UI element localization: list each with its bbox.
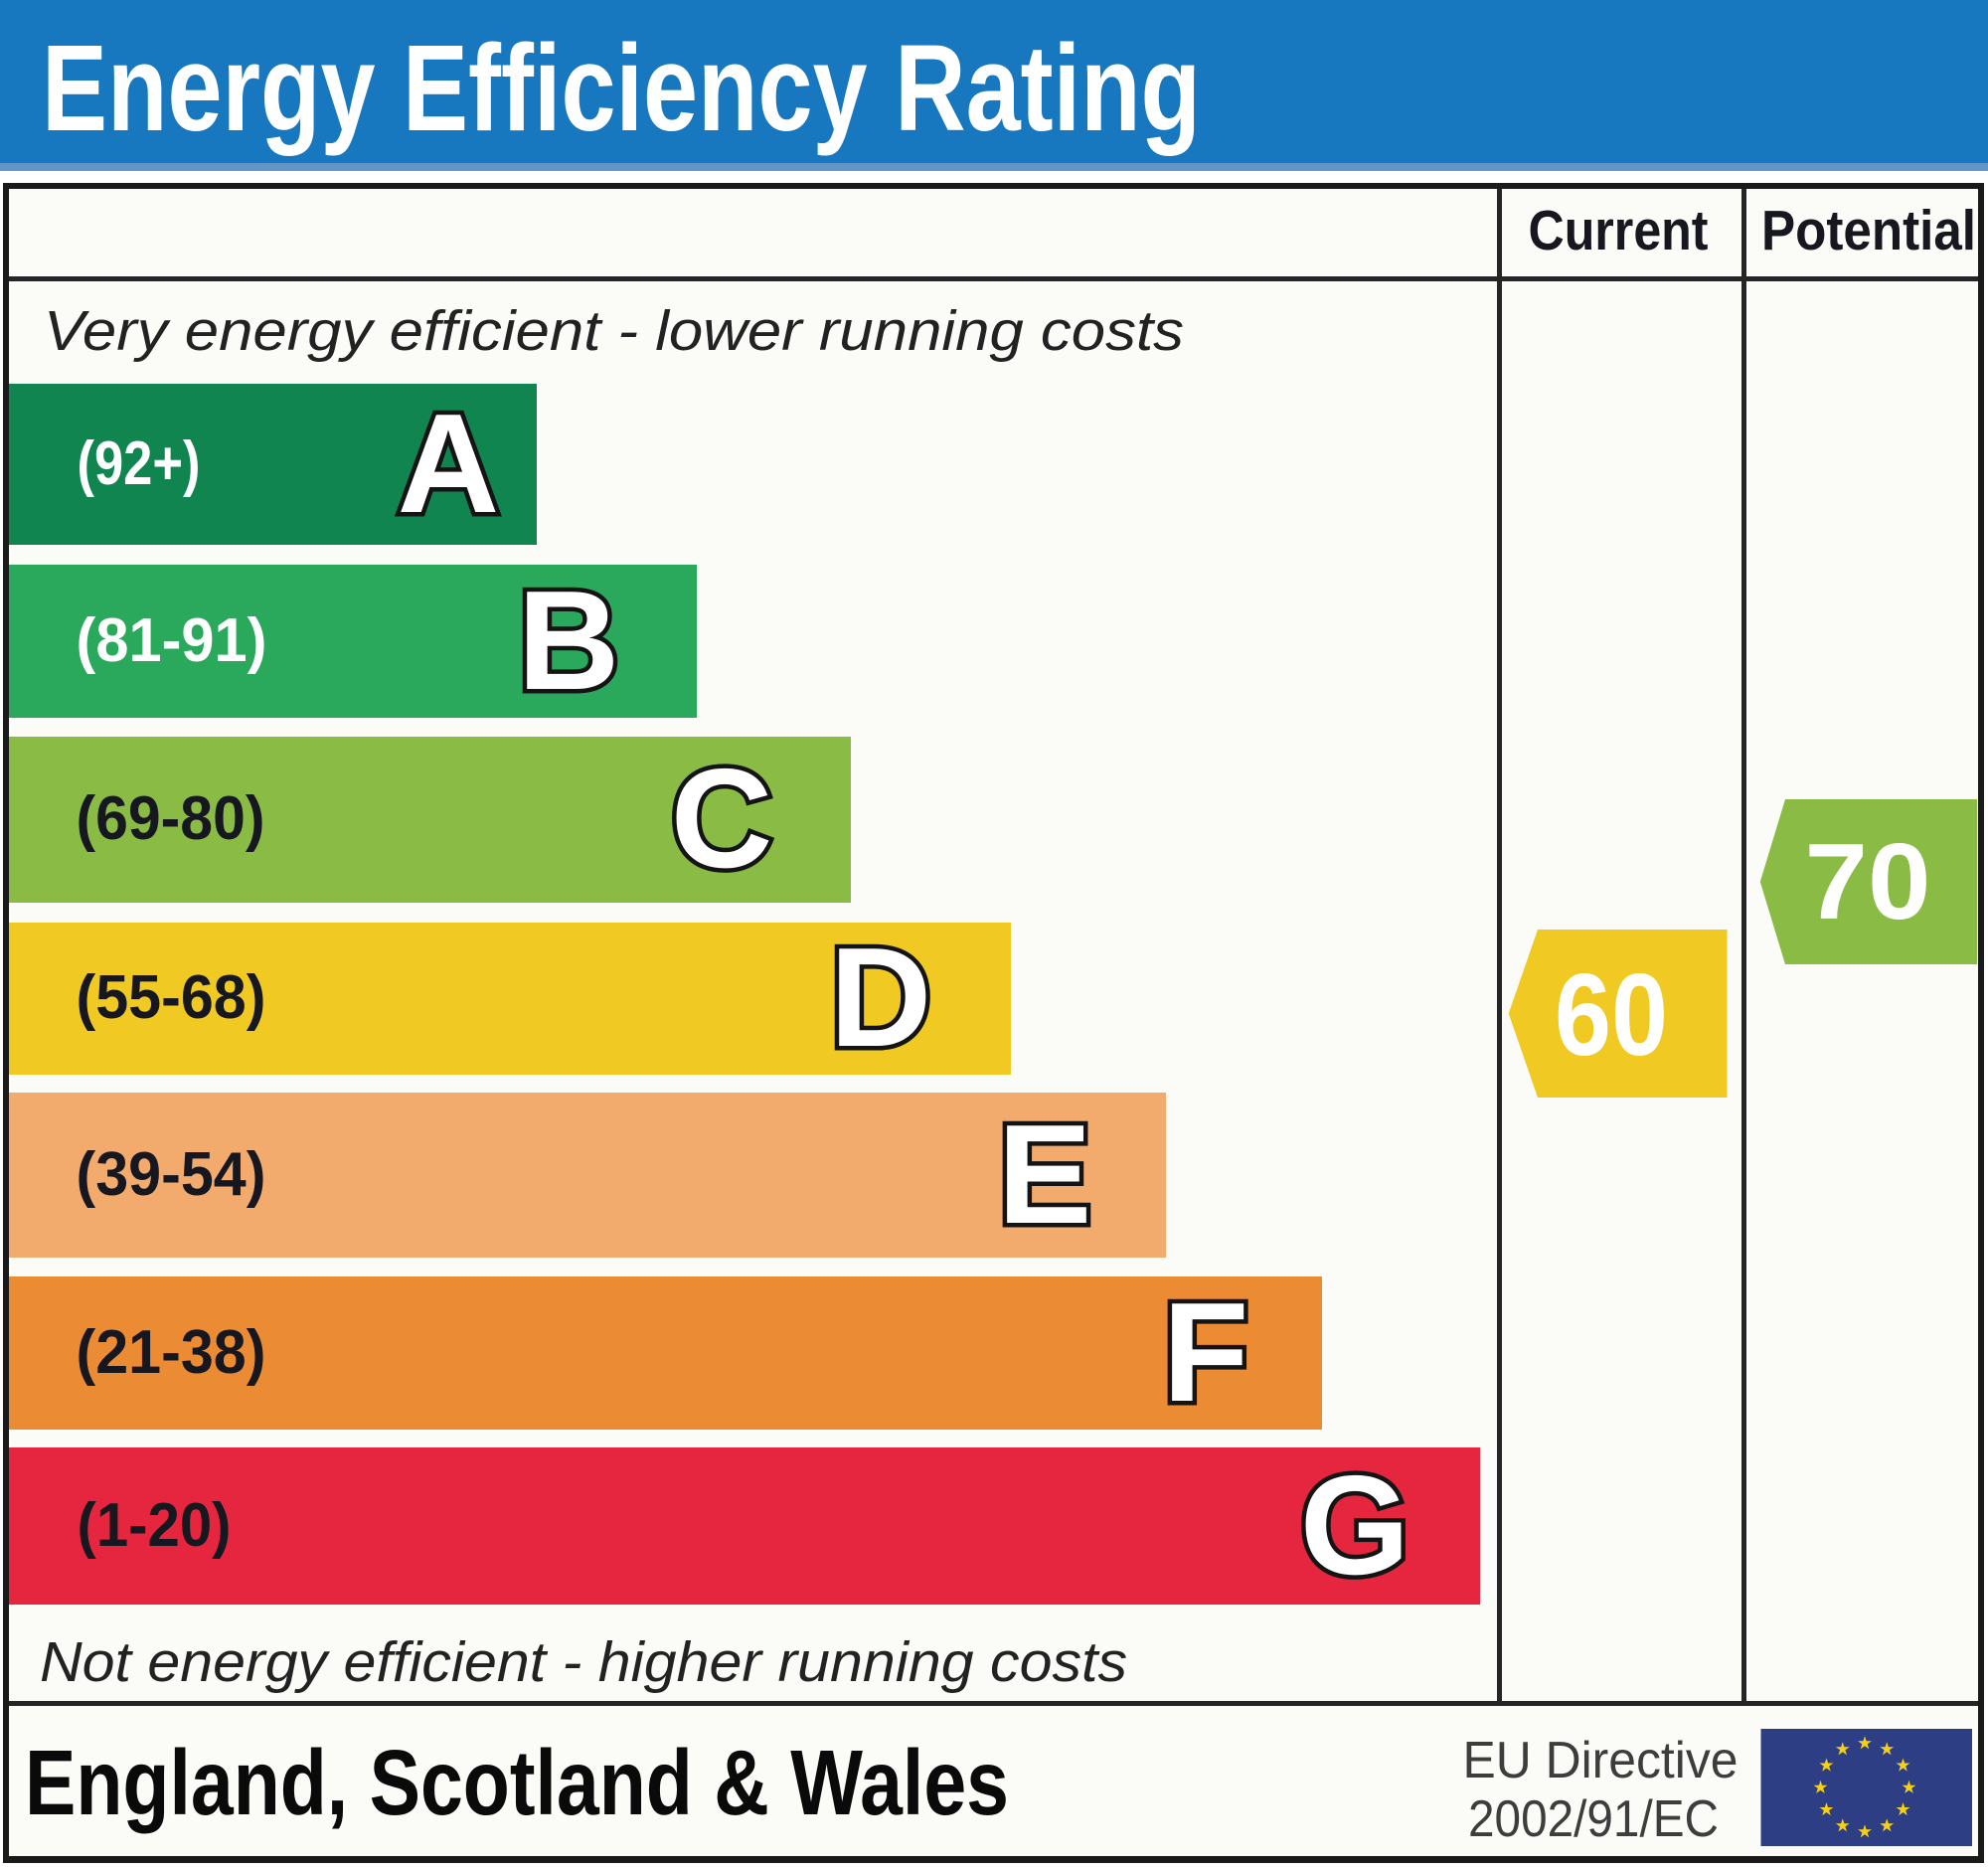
svg-text:Not energy efficient - higher: Not energy efficient - higher running co…: [40, 1630, 1127, 1694]
svg-text:Potential: Potential: [1761, 199, 1976, 262]
svg-text:(81-91): (81-91): [77, 606, 267, 675]
svg-text:70: 70: [1805, 821, 1931, 942]
svg-text:60: 60: [1555, 949, 1668, 1080]
svg-text:Current: Current: [1529, 199, 1709, 262]
svg-text:C: C: [671, 740, 773, 898]
svg-text:(39-54): (39-54): [77, 1140, 266, 1209]
svg-text:England, Scotland & Wales: England, Scotland & Wales: [25, 1731, 1009, 1834]
svg-text:B: B: [518, 562, 620, 720]
svg-text:(55-68): (55-68): [77, 963, 266, 1032]
svg-text:EU Directive: EU Directive: [1463, 1732, 1739, 1789]
svg-text:Very energy efficient - lower: Very energy efficient - lower running co…: [44, 299, 1184, 363]
svg-text:(69-80): (69-80): [77, 784, 265, 853]
svg-text:Energy Efficiency Rating: Energy Efficiency Rating: [42, 21, 1201, 157]
svg-text:(21-38): (21-38): [77, 1318, 266, 1387]
svg-text:(1-20): (1-20): [78, 1491, 232, 1560]
svg-text:E: E: [998, 1096, 1092, 1254]
svg-text:D: D: [830, 919, 932, 1077]
svg-text:F: F: [1163, 1273, 1249, 1432]
svg-text:(92+): (92+): [78, 429, 201, 498]
svg-text:2002/91/EC: 2002/91/EC: [1468, 1790, 1719, 1848]
svg-text:A: A: [398, 385, 500, 543]
svg-text:G: G: [1300, 1446, 1409, 1605]
